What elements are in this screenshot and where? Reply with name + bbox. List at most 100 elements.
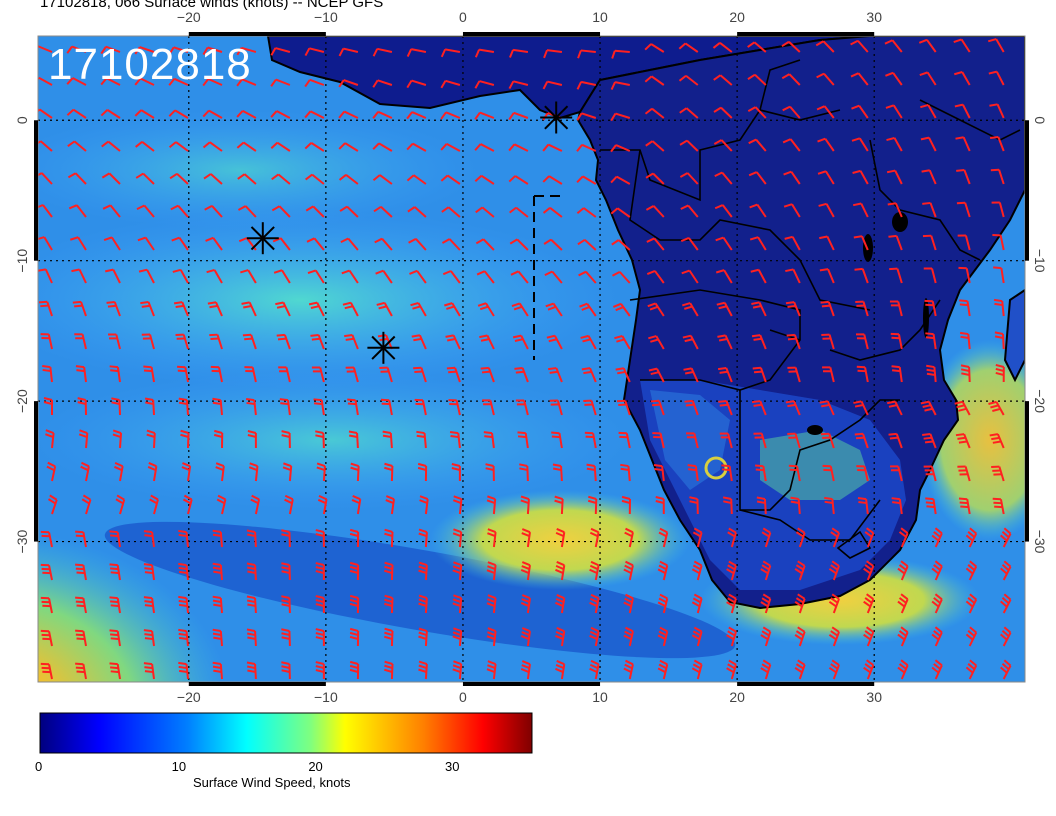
wind-barb <box>75 530 87 548</box>
wind-barb <box>271 173 291 185</box>
wind-barb <box>886 400 903 416</box>
wind-barb <box>338 79 359 88</box>
wind-barb <box>135 141 155 152</box>
wind-barb <box>385 495 395 515</box>
wind-barb <box>440 142 461 152</box>
wind-barb <box>137 236 155 251</box>
wind-barb <box>923 267 937 284</box>
wind-barb <box>43 397 53 415</box>
wind-barb <box>794 626 806 647</box>
wind-barb <box>898 527 909 548</box>
wind-barb <box>418 528 428 548</box>
wind-barb <box>657 626 669 647</box>
madagascar-landmass <box>1003 288 1025 383</box>
wind-barb <box>520 594 531 614</box>
wind-barb <box>555 528 566 548</box>
wind-barb <box>511 302 529 317</box>
wind-barb <box>406 111 427 120</box>
wind-barb <box>281 430 291 449</box>
wind-barb <box>897 626 909 647</box>
wind-barb <box>919 71 937 86</box>
wind-barb <box>959 299 971 317</box>
wind-barb <box>681 302 699 317</box>
wind-barb <box>960 364 971 383</box>
wind-barb <box>143 365 155 383</box>
wind-barb <box>612 302 631 317</box>
wind-barb <box>317 494 328 515</box>
wind-barb <box>448 399 461 416</box>
wind-barb <box>375 269 393 284</box>
wind-barb <box>246 562 257 581</box>
frame-tick-bar <box>34 120 38 261</box>
wind-barb <box>310 333 325 350</box>
wind-barb <box>383 594 394 614</box>
wind-barb <box>955 433 971 449</box>
wind-barb <box>75 365 87 383</box>
wind-barb <box>620 463 631 482</box>
wind-barb <box>583 399 597 416</box>
wind-barb <box>828 626 840 647</box>
wind-barb <box>988 70 1005 86</box>
wind-barb <box>926 364 937 383</box>
wind-barb <box>138 268 155 284</box>
wind-barb <box>246 661 257 680</box>
wind-barb <box>691 593 703 614</box>
wind-barb <box>47 494 58 515</box>
lon-tick-label-bottom: 0 <box>459 689 467 705</box>
wind-barb <box>956 201 971 218</box>
wind-barb <box>544 270 563 284</box>
lon-tick-label-bottom: 20 <box>729 689 745 705</box>
wind-barb <box>753 432 767 449</box>
wind-barb <box>891 365 903 383</box>
wind-barb <box>486 627 497 647</box>
wind-barb <box>475 206 495 218</box>
wind-barb <box>828 593 840 614</box>
wind-barb <box>236 109 257 119</box>
lon-tick-label-bottom: −20 <box>177 689 201 705</box>
wind-barb <box>100 45 121 55</box>
wind-barb <box>81 494 92 515</box>
wind-barb <box>270 78 291 87</box>
wind-barb <box>850 39 869 53</box>
wind-barb <box>508 143 529 152</box>
wind-barb <box>379 366 393 383</box>
wind-barb <box>509 48 529 58</box>
wind-barb <box>373 205 393 218</box>
wind-barb <box>67 140 87 152</box>
wind-barb <box>175 333 189 350</box>
wind-barb <box>653 464 665 482</box>
wind-barb <box>485 463 495 482</box>
wind-barb <box>542 207 563 218</box>
wind-barb <box>965 593 978 614</box>
wind-barb <box>342 301 359 317</box>
wind-barb <box>719 432 733 449</box>
wind-barb <box>830 527 840 548</box>
wind-barb <box>444 302 461 317</box>
wind-barb <box>271 205 291 218</box>
wind-barb <box>751 301 767 317</box>
wind-barb <box>143 563 155 581</box>
wind-barb <box>857 497 869 515</box>
wind-barb <box>644 107 665 119</box>
wind-barb <box>180 429 190 449</box>
wind-barb <box>440 48 461 58</box>
wind-barb <box>67 172 87 185</box>
wind-barb <box>611 270 631 284</box>
wind-barb <box>38 76 53 86</box>
wind-barb <box>178 661 189 680</box>
wind-barb <box>587 495 598 515</box>
frame-tick-bar <box>188 682 326 686</box>
wind-barb <box>236 141 257 152</box>
wind-barb <box>750 268 767 284</box>
dark-band <box>104 521 736 659</box>
wind-barb <box>885 104 903 119</box>
wind-barb <box>610 175 631 185</box>
wind-barb <box>922 234 937 251</box>
storm-marker-2 <box>367 331 400 364</box>
wind-barb <box>80 461 90 482</box>
wind-barb <box>449 430 461 449</box>
wind-barb <box>785 400 801 416</box>
wind-barb <box>691 626 703 647</box>
wind-barb <box>168 141 189 152</box>
wind-barb <box>713 74 733 86</box>
